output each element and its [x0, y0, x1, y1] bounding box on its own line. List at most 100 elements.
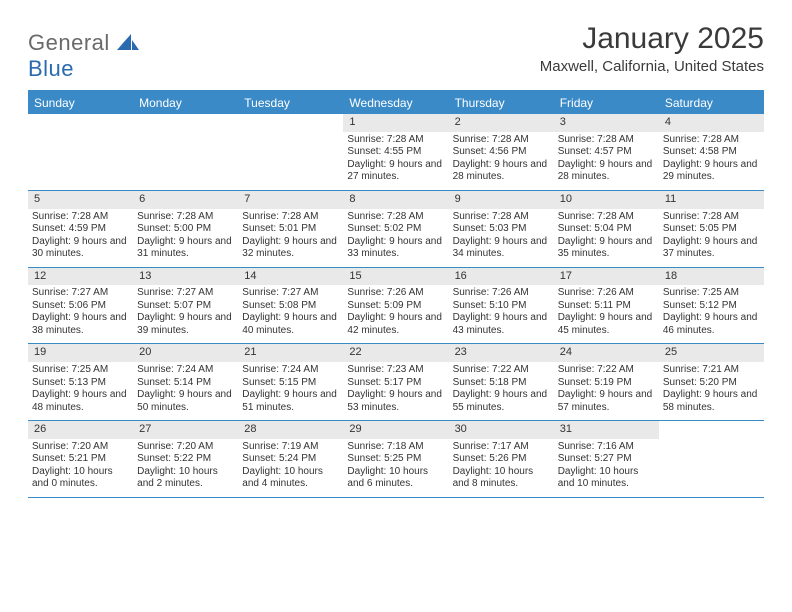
dow-cell: Friday [554, 92, 659, 114]
day-cell: 21Sunrise: 7:24 AMSunset: 5:15 PMDayligh… [238, 344, 343, 420]
sunset-text: Sunset: 5:22 PM [137, 453, 234, 466]
sunrise-text: Sunrise: 7:26 AM [347, 287, 444, 300]
daylight-text: Daylight: 9 hours and 27 minutes. [347, 159, 444, 184]
daylight-text: Daylight: 10 hours and 10 minutes. [558, 466, 655, 491]
sunrise-text: Sunrise: 7:27 AM [32, 287, 129, 300]
sunset-text: Sunset: 5:24 PM [242, 453, 339, 466]
sunrise-text: Sunrise: 7:28 AM [347, 134, 444, 147]
day-number: 22 [343, 344, 448, 362]
sunrise-text: Sunrise: 7:20 AM [32, 441, 129, 454]
sunset-text: Sunset: 4:58 PM [663, 146, 760, 159]
day-cell [133, 114, 238, 190]
page-title: January 2025 [540, 22, 764, 56]
daylight-text: Daylight: 9 hours and 53 minutes. [347, 389, 444, 414]
location-text: Maxwell, California, United States [540, 58, 764, 75]
sunset-text: Sunset: 5:04 PM [558, 223, 655, 236]
day-cell: 8Sunrise: 7:28 AMSunset: 5:02 PMDaylight… [343, 191, 448, 267]
sunrise-text: Sunrise: 7:27 AM [242, 287, 339, 300]
sunset-text: Sunset: 5:18 PM [453, 377, 550, 390]
day-number: 14 [238, 268, 343, 286]
dow-header-row: SundayMondayTuesdayWednesdayThursdayFrid… [28, 90, 764, 114]
calendar-table: SundayMondayTuesdayWednesdayThursdayFrid… [28, 90, 764, 498]
day-number: 1 [343, 114, 448, 132]
daylight-text: Daylight: 9 hours and 43 minutes. [453, 312, 550, 337]
daylight-text: Daylight: 9 hours and 40 minutes. [242, 312, 339, 337]
sunset-text: Sunset: 5:26 PM [453, 453, 550, 466]
day-cell: 25Sunrise: 7:21 AMSunset: 5:20 PMDayligh… [659, 344, 764, 420]
day-cell: 12Sunrise: 7:27 AMSunset: 5:06 PMDayligh… [28, 268, 133, 344]
day-number: 27 [133, 421, 238, 439]
day-number: 29 [343, 421, 448, 439]
day-cell: 17Sunrise: 7:26 AMSunset: 5:11 PMDayligh… [554, 268, 659, 344]
sunrise-text: Sunrise: 7:28 AM [453, 211, 550, 224]
weeks-container: 1Sunrise: 7:28 AMSunset: 4:55 PMDaylight… [28, 114, 764, 498]
day-number: 4 [659, 114, 764, 132]
dow-cell: Tuesday [238, 92, 343, 114]
logo-sail-icon [117, 34, 139, 50]
day-cell: 26Sunrise: 7:20 AMSunset: 5:21 PMDayligh… [28, 421, 133, 497]
sunrise-text: Sunrise: 7:23 AM [347, 364, 444, 377]
day-number: 3 [554, 114, 659, 132]
sunrise-text: Sunrise: 7:28 AM [347, 211, 444, 224]
day-number: 9 [449, 191, 554, 209]
day-number: 26 [28, 421, 133, 439]
sunrise-text: Sunrise: 7:20 AM [137, 441, 234, 454]
day-cell: 4Sunrise: 7:28 AMSunset: 4:58 PMDaylight… [659, 114, 764, 190]
daylight-text: Daylight: 9 hours and 46 minutes. [663, 312, 760, 337]
sunset-text: Sunset: 5:25 PM [347, 453, 444, 466]
day-number: 5 [28, 191, 133, 209]
day-cell: 15Sunrise: 7:26 AMSunset: 5:09 PMDayligh… [343, 268, 448, 344]
day-number: 12 [28, 268, 133, 286]
sunset-text: Sunset: 4:59 PM [32, 223, 129, 236]
sunrise-text: Sunrise: 7:16 AM [558, 441, 655, 454]
sunrise-text: Sunrise: 7:24 AM [137, 364, 234, 377]
day-cell: 29 Sunrise: 7:18 AMSunset: 5:25 PMDayligh… [343, 421, 448, 497]
daylight-text: Daylight: 9 hours and 30 minutes. [32, 236, 129, 261]
day-number: 28 [238, 421, 343, 439]
dow-cell: Sunday [28, 92, 133, 114]
daylight-text: Daylight: 10 hours and 6 minutes. [347, 466, 444, 491]
day-number: 10 [554, 191, 659, 209]
sunset-text: Sunset: 4:55 PM [347, 146, 444, 159]
sunrise-text: Sunrise: 7:17 AM [453, 441, 550, 454]
sunrise-text: Sunrise: 7:28 AM [137, 211, 234, 224]
day-number: 25 [659, 344, 764, 362]
sunset-text: Sunset: 5:14 PM [137, 377, 234, 390]
dow-cell: Saturday [659, 92, 764, 114]
day-number: 13 [133, 268, 238, 286]
sunset-text: Sunset: 5:03 PM [453, 223, 550, 236]
day-cell [238, 114, 343, 190]
day-cell [28, 114, 133, 190]
dow-cell: Wednesday [343, 92, 448, 114]
daylight-text: Daylight: 9 hours and 32 minutes. [242, 236, 339, 261]
page: General Blue January 2025 Maxwell, Calif… [0, 0, 792, 520]
day-number: 16 [449, 268, 554, 286]
day-cell: 10Sunrise: 7:28 AMSunset: 5:04 PMDayligh… [554, 191, 659, 267]
week-row: 19Sunrise: 7:25 AMSunset: 5:13 PMDayligh… [28, 344, 764, 421]
daylight-text: Daylight: 9 hours and 58 minutes. [663, 389, 760, 414]
sunrise-text: Sunrise: 7:18 AM [347, 441, 444, 454]
sunrise-text: Sunrise: 7:28 AM [242, 211, 339, 224]
day-cell: 2Sunrise: 7:28 AMSunset: 4:56 PMDaylight… [449, 114, 554, 190]
day-cell: 6Sunrise: 7:28 AMSunset: 5:00 PMDaylight… [133, 191, 238, 267]
daylight-text: Daylight: 9 hours and 48 minutes. [32, 389, 129, 414]
day-number: 20 [133, 344, 238, 362]
day-cell: 30 Sunrise: 7:17 AMSunset: 5:26 PMDayligh… [449, 421, 554, 497]
sunset-text: Sunset: 4:56 PM [453, 146, 550, 159]
daylight-text: Daylight: 9 hours and 29 minutes. [663, 159, 760, 184]
logo-text-general: General [28, 30, 110, 55]
day-cell: 16Sunrise: 7:26 AMSunset: 5:10 PMDayligh… [449, 268, 554, 344]
day-cell: 19Sunrise: 7:25 AMSunset: 5:13 PMDayligh… [28, 344, 133, 420]
day-number: 15 [343, 268, 448, 286]
daylight-text: Daylight: 10 hours and 4 minutes. [242, 466, 339, 491]
title-block: January 2025 Maxwell, California, United… [540, 22, 764, 75]
daylight-text: Daylight: 10 hours and 8 minutes. [453, 466, 550, 491]
daylight-text: Daylight: 9 hours and 57 minutes. [558, 389, 655, 414]
sunrise-text: Sunrise: 7:27 AM [137, 287, 234, 300]
day-number: 30 [449, 421, 554, 439]
daylight-text: Daylight: 9 hours and 28 minutes. [453, 159, 550, 184]
sunset-text: Sunset: 5:17 PM [347, 377, 444, 390]
sunset-text: Sunset: 5:08 PM [242, 300, 339, 313]
daylight-text: Daylight: 9 hours and 42 minutes. [347, 312, 444, 337]
sunrise-text: Sunrise: 7:24 AM [242, 364, 339, 377]
